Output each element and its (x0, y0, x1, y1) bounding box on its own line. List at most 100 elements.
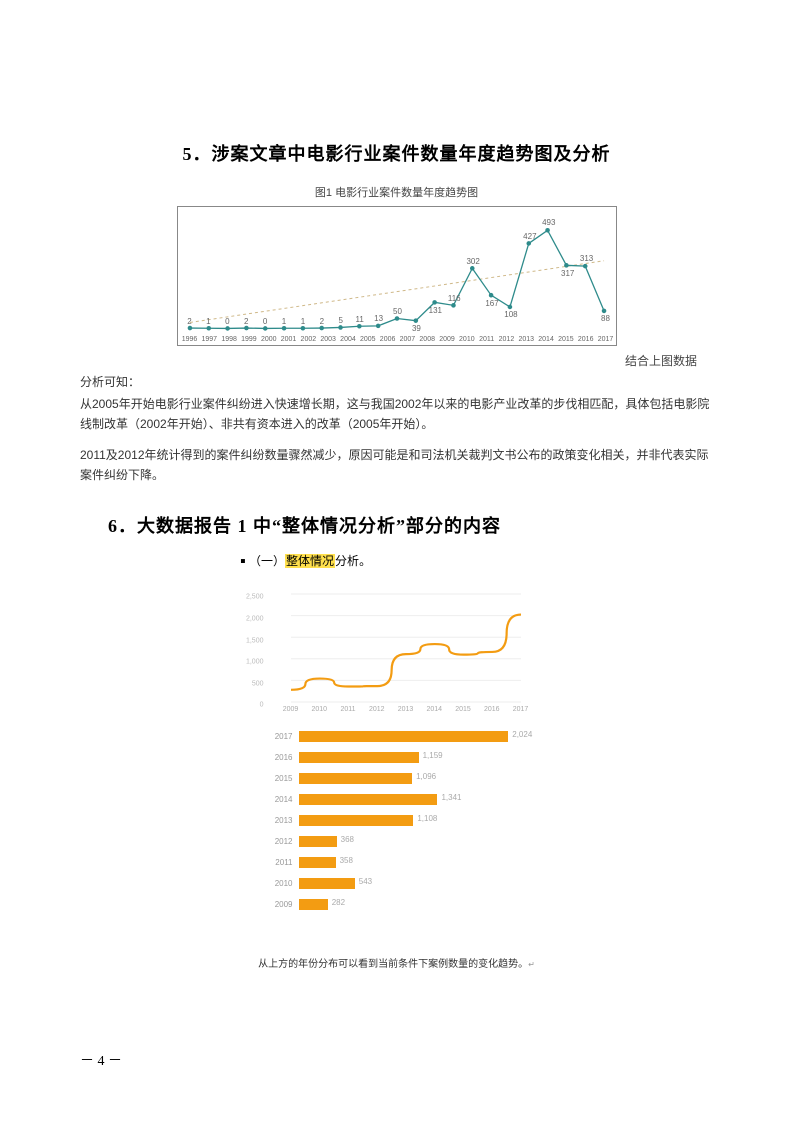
chart2-bar-year: 2014 (267, 795, 299, 804)
chart2-bar (299, 794, 438, 805)
section6-heading: 6．大数据报告 1 中“整体情况分析”部分的内容 (108, 512, 713, 538)
chart2-bar (299, 731, 509, 742)
chart1-x-label: 1999 (241, 336, 257, 343)
chart2-bar-value: 1,159 (423, 751, 443, 760)
chart2-bar-value: 2,024 (512, 730, 532, 739)
chart1-x-label: 2016 (578, 336, 594, 343)
chart2-bar-wrap: 1,159 (299, 752, 527, 763)
chart1-value-label: 39 (412, 324, 421, 333)
chart1-x-label: 2000 (261, 336, 277, 343)
chart1-value-label: 317 (561, 269, 574, 278)
chart2-x-tick: 2013 (398, 706, 414, 713)
chart1-x-label: 2008 (419, 336, 435, 343)
chart2-bars-container: 20172,024 2016 1,159 2015 1,096 2014 1,341 2013… (267, 726, 527, 915)
chart1-x-label: 2010 (459, 336, 475, 343)
chart2-bar-wrap: 1,096 (299, 773, 527, 784)
section6-subheading: ▪ （一）整体情况分析。 (240, 552, 713, 571)
chart1-plot: 2102011251113503913111630216710842749331… (177, 206, 617, 346)
chart1-x-label: 2005 (360, 336, 376, 343)
chart2-bar (299, 773, 413, 784)
chart2-bar-year: 2013 (267, 816, 299, 825)
chart1-value-label: 2 (244, 317, 248, 326)
chart1-value-label: 302 (466, 257, 479, 266)
chart2-y-tick: 0 (260, 702, 264, 709)
chart2-bar (299, 878, 355, 889)
chart1-x-label: 2007 (400, 336, 416, 343)
chart1-value-label: 50 (393, 307, 402, 316)
chart2-bar-row: 2014 1,341 (267, 789, 527, 810)
chart2-bar-wrap: 543 (299, 878, 527, 889)
chart2-bar-wrap: 1,108 (299, 815, 527, 826)
chart2-bar-year: 2017 (267, 732, 299, 741)
chart2-x-tick: 2016 (484, 706, 500, 713)
chart1-title: 图1 电影行业案件数量年度趋势图 (177, 184, 617, 200)
chart2-bar-value: 1,341 (441, 793, 461, 802)
chart1-value-label: 108 (504, 310, 517, 319)
chart2-area-plot: 05001,0001,5002,0002,5002009201020112012… (267, 588, 527, 718)
chart1-value-label: 131 (429, 306, 442, 315)
chart1-value-label: 167 (485, 299, 498, 308)
chart1-value-label: 5 (339, 316, 343, 325)
chart1-x-label: 1998 (221, 336, 237, 343)
chart2-caption: 从上方的年份分布可以看到当前条件下案例数量的变化趋势。↵ (80, 955, 713, 970)
bullet-icon: ▪ (240, 552, 246, 569)
chart2-x-tick: 2012 (369, 706, 385, 713)
chart2-bar-wrap: 282 (299, 899, 527, 910)
chart2-bar-year: 2016 (267, 753, 299, 762)
chart2-bar-value: 358 (340, 856, 353, 865)
chart1-x-label: 2009 (439, 336, 455, 343)
chart2-bar-year: 2011 (267, 858, 299, 867)
chart1-container: 图1 电影行业案件数量年度趋势图 21020112511135039131116… (177, 184, 617, 346)
chart1-value-label: 1 (282, 317, 286, 326)
chart2-area-svg (267, 588, 527, 718)
chart1-x-label: 2013 (518, 336, 534, 343)
chart2-bar-row: 2012368 (267, 831, 527, 852)
chart1-x-label: 2001 (281, 336, 297, 343)
sub-suffix: 分析 (335, 554, 359, 568)
chart2-bar-value: 1,096 (416, 772, 436, 781)
chart2-bar (299, 815, 414, 826)
chart2-bar-row: 2011 358 (267, 852, 527, 873)
chart2-bar-year: 2010 (267, 879, 299, 888)
chart2-area-container: 05001,0001,5002,0002,5002009201020112012… (267, 588, 527, 718)
chart2-bar-year: 2015 (267, 774, 299, 783)
chart2-bar-year: 2012 (267, 837, 299, 846)
chart2-bar-wrap: 2,024 (299, 731, 527, 742)
chart1-value-label: 2 (320, 317, 324, 326)
chart2-y-tick: 500 (252, 680, 264, 687)
chart1-right-note: 结合上图数据 (80, 352, 697, 369)
chart2-bar-wrap: 368 (299, 836, 527, 847)
sub-prefix: （一） (249, 554, 285, 568)
chart2-bar-wrap: 1,341 (299, 794, 527, 805)
chart2-bar (299, 857, 336, 868)
chart2-x-tick: 2011 (340, 706, 355, 713)
chart2-y-tick: 1,000 (246, 659, 264, 666)
chart2-bar-row: 20172,024 (267, 726, 527, 747)
sub-highlight: 整体情况 (285, 554, 335, 568)
chart1-value-label: 1 (301, 317, 305, 326)
chart1-value-label: 1 (206, 317, 210, 326)
chart1-x-label: 1997 (202, 336, 218, 343)
analysis-heading: 分析可知： (80, 373, 713, 390)
analysis-paragraph-2: 2011及2012年统计得到的案件纠纷数量骤然减少，原因可能是和司法机关裁判文书… (80, 445, 713, 486)
chart1-value-label: 13 (374, 314, 383, 323)
chart1-value-label: 313 (580, 254, 593, 263)
chart1-x-label: 2003 (320, 336, 336, 343)
chart1-value-label: 0 (263, 317, 267, 326)
sub-period: 。 (359, 554, 371, 568)
chart2-x-tick: 2009 (283, 706, 299, 713)
chart2-x-tick: 2015 (455, 706, 471, 713)
chart1-x-label: 2017 (598, 336, 614, 343)
chart2-bar-wrap: 358 (299, 857, 527, 868)
chart1-value-label: 427 (523, 232, 536, 241)
chart1-x-label: 2002 (301, 336, 317, 343)
chart1-value-label: 88 (601, 314, 610, 323)
chart2-x-tick: 2017 (513, 706, 529, 713)
chart2-bar-value: 543 (359, 877, 372, 886)
chart2-y-tick: 1,500 (246, 637, 264, 644)
chart1-x-label: 2006 (380, 336, 396, 343)
chart2-bar-value: 282 (332, 898, 345, 907)
chart2-bar (299, 836, 337, 847)
chart1-value-label: 493 (542, 218, 555, 227)
chart2-bar-row: 2016 1,159 (267, 747, 527, 768)
